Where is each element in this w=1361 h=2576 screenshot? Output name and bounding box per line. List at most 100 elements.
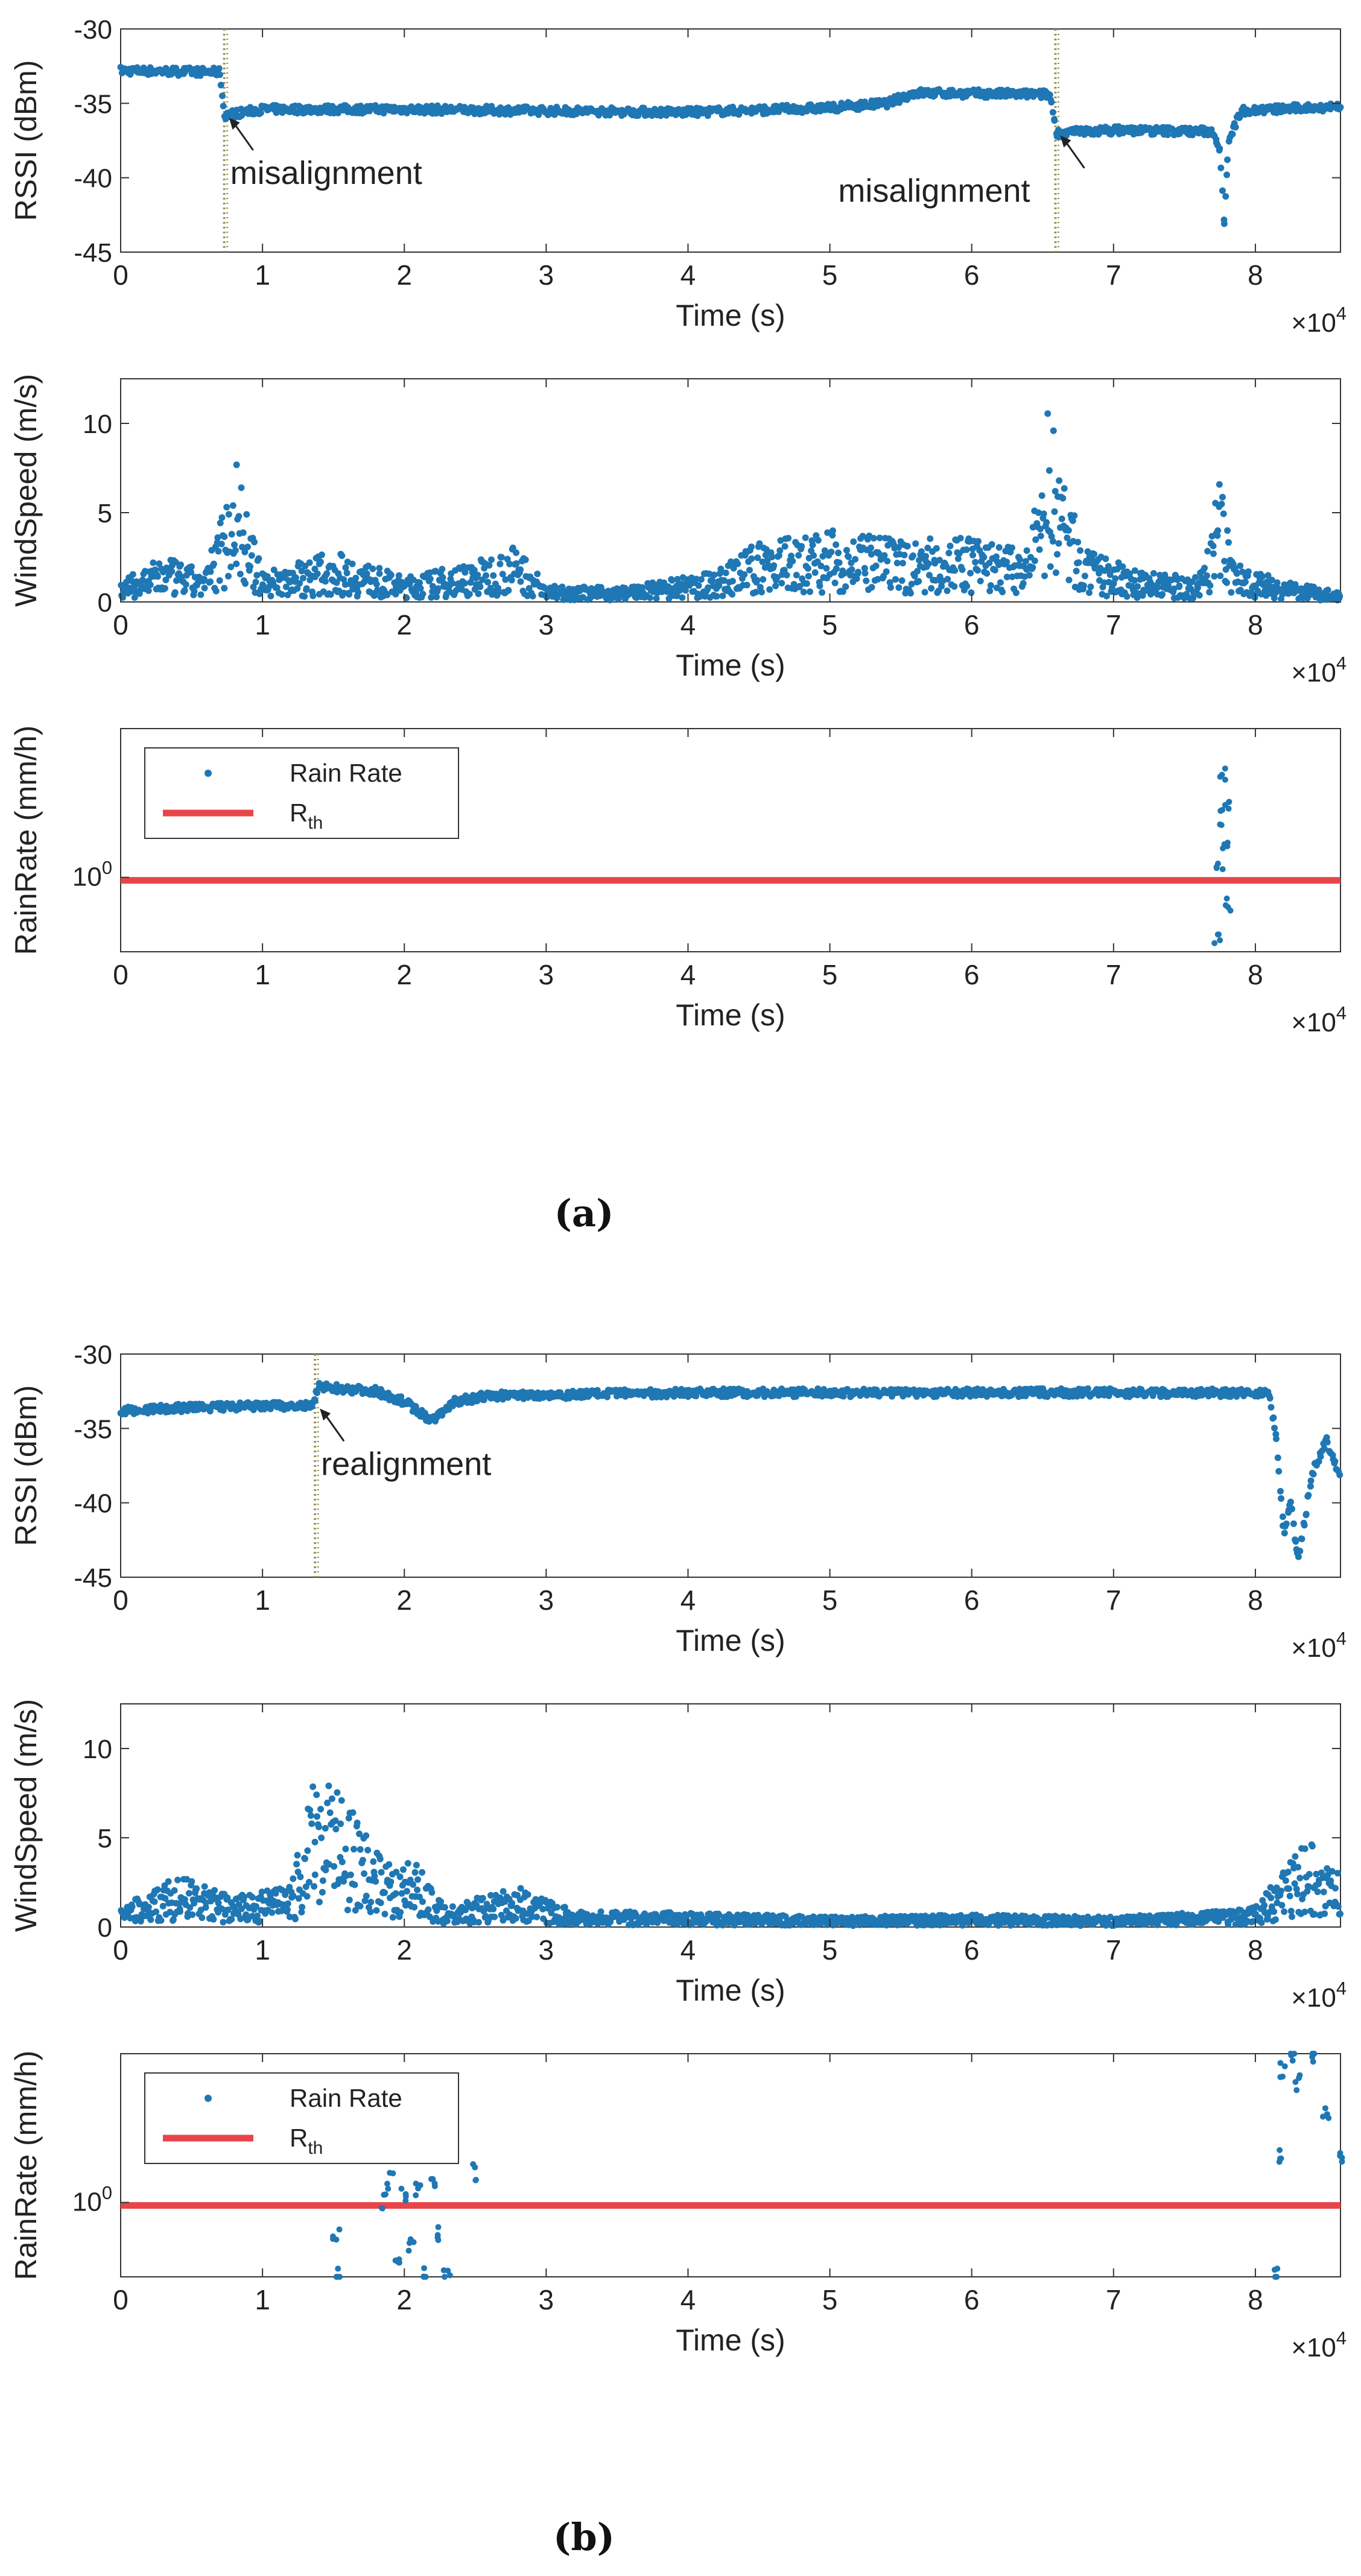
data-point	[381, 1889, 389, 1896]
data-point	[238, 484, 245, 492]
data-point	[719, 592, 726, 600]
x-tick-label: 1	[255, 259, 270, 291]
data-point	[1037, 533, 1044, 540]
data-point	[804, 565, 811, 572]
data-point	[673, 592, 680, 600]
data-point	[1287, 1498, 1294, 1505]
data-point	[291, 1916, 299, 1923]
data-point	[533, 1913, 541, 1920]
data-point	[505, 587, 512, 594]
data-point	[290, 1875, 297, 1882]
data-point	[843, 546, 850, 554]
x-tick-label: 2	[396, 259, 412, 291]
data-point	[1204, 548, 1211, 555]
data-point	[392, 590, 399, 598]
data-point	[313, 1813, 320, 1820]
data-point	[848, 566, 855, 573]
data-point	[333, 579, 340, 586]
data-point	[364, 1846, 372, 1853]
data-point	[210, 560, 217, 568]
data-point	[238, 543, 246, 551]
data-point	[908, 580, 915, 587]
data-point	[895, 584, 903, 591]
data-point	[323, 570, 331, 577]
x-tick-label: 4	[680, 259, 696, 291]
data-point	[741, 571, 748, 578]
data-point	[397, 1909, 404, 1916]
data-point	[839, 588, 846, 595]
data-point	[892, 576, 899, 583]
data-point	[1074, 539, 1082, 546]
data-point	[471, 566, 478, 574]
data-point	[720, 577, 728, 584]
data-point	[814, 537, 822, 544]
data-point	[1211, 572, 1218, 580]
x-exponent-sup: 4	[1336, 1002, 1347, 1024]
data-point	[855, 569, 862, 576]
data-point	[743, 581, 750, 589]
data-point	[863, 577, 870, 584]
data-point	[1337, 104, 1344, 111]
data-point	[850, 538, 857, 545]
data-point	[220, 103, 227, 110]
data-point	[1267, 1404, 1275, 1411]
data-point	[1134, 583, 1141, 590]
data-point	[1040, 510, 1047, 517]
data-point	[486, 562, 493, 569]
data-point	[317, 559, 324, 566]
data-point	[328, 1795, 335, 1802]
data-point	[131, 594, 138, 601]
data-point	[177, 561, 185, 568]
data-point	[1302, 1510, 1310, 1517]
data-point	[1213, 864, 1220, 870]
data-point	[273, 584, 281, 592]
data-point	[904, 542, 911, 549]
data-point	[663, 112, 670, 119]
data-point	[932, 577, 939, 584]
data-point	[419, 1898, 426, 1905]
data-point	[325, 1782, 332, 1790]
x-tick-label: 0	[113, 959, 128, 990]
data-point	[172, 559, 179, 566]
data-point	[351, 1846, 358, 1853]
data-point	[1059, 495, 1067, 502]
data-point	[346, 1896, 353, 1904]
data-point	[411, 1904, 418, 1911]
data-point	[411, 1869, 419, 1876]
data-point	[1210, 550, 1217, 557]
data-point	[233, 560, 240, 568]
data-point	[1065, 527, 1072, 534]
data-point	[764, 557, 771, 564]
data-point	[338, 1797, 345, 1804]
data-point	[773, 574, 781, 581]
data-point	[198, 1914, 206, 1922]
y-tick-label: -40	[74, 164, 112, 194]
data-point	[951, 567, 959, 574]
data-point	[861, 569, 869, 577]
data-point	[1203, 572, 1210, 579]
data-point	[499, 571, 506, 578]
data-point	[729, 590, 736, 598]
data-point	[817, 562, 825, 569]
data-point	[338, 552, 346, 559]
data-point	[1159, 590, 1166, 598]
y-tick-label: -40	[74, 1489, 112, 1519]
data-point	[1232, 124, 1239, 131]
data-point	[483, 572, 490, 579]
data-point	[1296, 1548, 1304, 1555]
data-point	[957, 534, 964, 542]
data-point	[730, 565, 737, 572]
data-point	[228, 531, 235, 538]
data-point	[776, 547, 784, 554]
data-point	[1207, 582, 1214, 589]
data-point	[833, 541, 840, 548]
x-tick-label: 7	[1106, 609, 1121, 641]
data-point	[748, 555, 755, 562]
data-point	[229, 502, 236, 509]
data-point	[783, 571, 790, 578]
data-point	[1008, 544, 1015, 551]
y-axis-label: RSSI (dBm)	[9, 1385, 43, 1546]
data-point	[337, 1820, 344, 1828]
